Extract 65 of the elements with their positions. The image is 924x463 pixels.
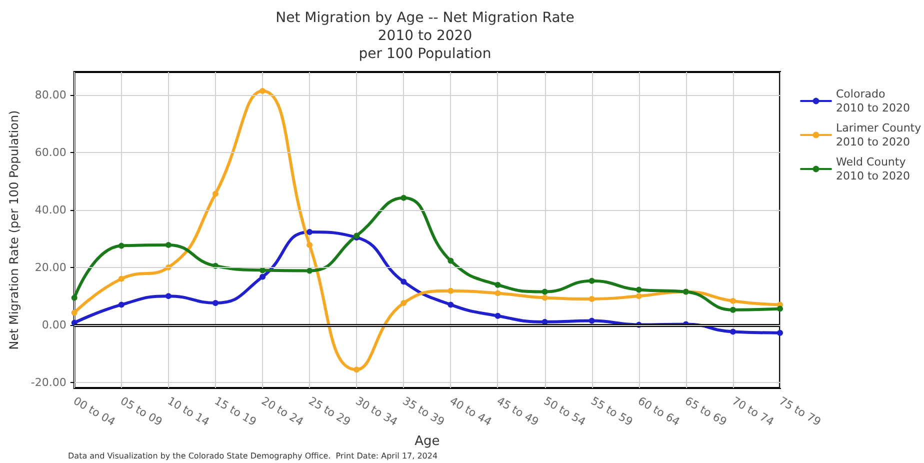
x-tick-label: 40 to 44 xyxy=(447,394,494,429)
y-tick-label: -20.00 xyxy=(30,376,66,389)
x-tick-label: 15 to 19 xyxy=(212,394,259,429)
y-tick-label: 40.00 xyxy=(34,203,66,216)
legend-label: Weld County 2010 to 2020 xyxy=(836,156,910,182)
x-tick-label: 75 to 79 xyxy=(776,394,824,429)
x-tick-label: 35 to 39 xyxy=(400,394,447,429)
point xyxy=(306,268,313,274)
point xyxy=(118,276,124,282)
x-tick-label: 60 to 64 xyxy=(636,394,682,429)
y-tick-label: 60.00 xyxy=(34,146,66,159)
x-tick-label: 30 to 34 xyxy=(353,394,400,429)
point xyxy=(71,294,78,301)
x-tick-label: 10 to 14 xyxy=(165,394,212,429)
point xyxy=(165,242,172,248)
point xyxy=(354,366,360,373)
y-tick-label: 20.00 xyxy=(34,260,66,274)
point xyxy=(730,298,736,304)
x-tick-label: 65 to 69 xyxy=(682,394,729,429)
point xyxy=(636,293,642,300)
point xyxy=(588,296,595,302)
point xyxy=(730,306,736,313)
point xyxy=(118,302,124,308)
x-tick-label: 70 to 74 xyxy=(730,394,776,429)
point xyxy=(494,282,501,288)
x-axis-title: Age xyxy=(414,434,440,449)
x-tick-label: 55 to 59 xyxy=(588,394,635,429)
text: Data and Visualization by the Colorado State Demography Office. Print Date: April 17, 2024 xyxy=(68,452,438,460)
point xyxy=(71,310,78,316)
point xyxy=(165,293,172,300)
point xyxy=(636,286,642,293)
x-tick-label: 05 to 09 xyxy=(118,394,164,429)
point xyxy=(212,300,218,306)
point xyxy=(260,88,266,94)
x-tick-label: 45 to 49 xyxy=(494,394,541,429)
y-tick-label: 80.00 xyxy=(34,88,66,102)
point xyxy=(448,258,454,264)
point xyxy=(118,242,124,249)
legend-label: Colorado 2010 to 2020 xyxy=(836,88,910,114)
point xyxy=(448,288,454,294)
point xyxy=(494,312,501,319)
point xyxy=(400,300,407,306)
point xyxy=(212,190,218,197)
legend-label: Larimer County 2010 to 2020 xyxy=(836,122,922,148)
point xyxy=(400,194,407,201)
point xyxy=(260,274,266,280)
point xyxy=(306,229,313,236)
x-tick-label: 50 to 54 xyxy=(542,394,588,429)
y-axis-title: Net Migration Rate (per 100 Population) xyxy=(7,110,21,350)
x-tick-label: 00 to 04 xyxy=(71,394,118,429)
y-tick-label: 0.00 xyxy=(42,318,66,332)
point xyxy=(494,290,501,296)
point xyxy=(542,294,548,301)
point xyxy=(588,278,595,284)
point xyxy=(777,330,783,336)
x-tick-label: 25 to 29 xyxy=(306,394,353,429)
x-tick-label: 20 to 24 xyxy=(259,394,306,429)
point xyxy=(588,318,595,324)
chart-title: Net Migration by Age -- Net Migration Rate 2010 to 2020 per 100 Population xyxy=(276,10,574,62)
point xyxy=(730,328,736,335)
point xyxy=(306,242,313,248)
point xyxy=(400,278,407,285)
point xyxy=(448,302,454,308)
point xyxy=(542,288,548,295)
point xyxy=(777,306,783,312)
